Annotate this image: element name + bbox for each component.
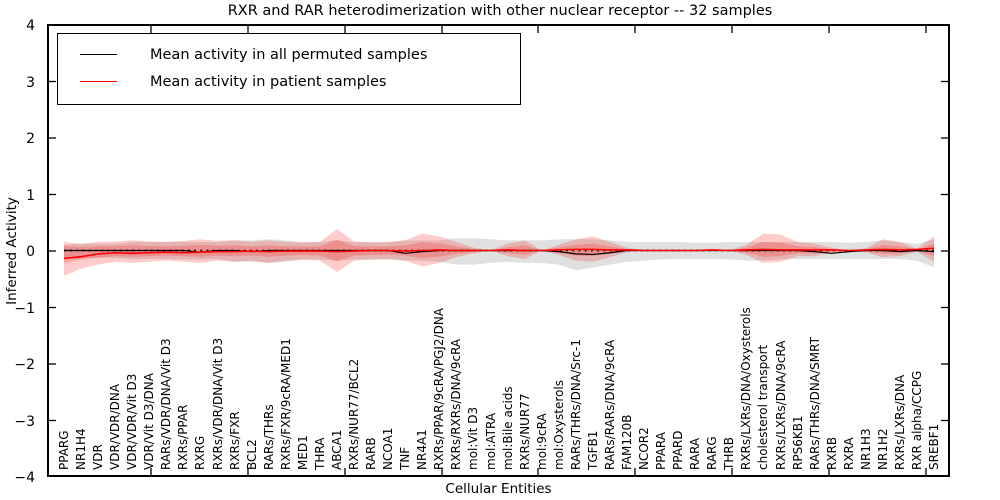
x-tick-label: NCOR2	[637, 427, 652, 470]
x-tick-label: cholesterol transport	[756, 344, 771, 470]
x-tick-label: BCL2	[244, 439, 259, 470]
x-tick-label: mol:9cRA	[534, 413, 549, 470]
x-tick-label: PPARD	[671, 430, 686, 471]
y-tick-label: −2	[14, 357, 35, 373]
x-tick-label: mol:Vit D3	[466, 406, 481, 470]
legend-entry-patient: Mean activity in patient samples	[58, 68, 520, 95]
x-tick-label: RXRs/FXR	[227, 411, 242, 470]
x-tick-label: PPARG	[57, 430, 71, 470]
x-tick-label: RARs/THRs/DNA/Src-1	[568, 339, 583, 470]
x-tick-label: NR1H2	[875, 428, 890, 470]
x-tick-label: FAM120B	[619, 414, 634, 471]
x-tick-label: mol:Bile acids	[500, 386, 515, 470]
x-tick-label: VDR/VDR/DNA	[108, 383, 123, 470]
chart-title: RXR and RAR heterodimerization with othe…	[227, 3, 773, 19]
y-tick-label: 1	[26, 187, 35, 204]
legend: Mean activity in all permuted samples Me…	[57, 33, 521, 105]
legend-label-patient: Mean activity in patient samples	[150, 73, 387, 90]
x-tick-label: THRA	[312, 437, 327, 470]
x-tick-label: TGFB1	[585, 430, 600, 470]
x-tick-label: RARB	[364, 437, 379, 470]
x-tick-label: RXRs/FXR/9cRA/MED1	[278, 338, 293, 470]
patient-line-swatch	[80, 80, 117, 83]
y-tick-label: −4	[14, 470, 35, 486]
x-tick-label: RARG	[705, 436, 720, 470]
x-tick-label: RARs/THRs	[261, 404, 276, 470]
y-axis-tick-labels: 4 3 2 1 0 −1 −2 −3 −4	[0, 18, 43, 486]
x-tick-label: NR1H4	[74, 428, 89, 470]
y-tick-label: 2	[26, 131, 35, 147]
x-tick-label: NCOA1	[381, 427, 396, 470]
x-tick-label: RARs/RARs/DNA/9cRA	[602, 339, 617, 470]
x-tick-label: RXRs/LXRs/DNA	[892, 374, 907, 470]
x-tick-label: TNF	[398, 446, 413, 470]
y-tick-label: 4	[26, 18, 35, 34]
legend-entry-permuted: Mean activity in all permuted samples	[58, 41, 520, 68]
x-tick-label: RXRs/VDR/DNA/Vit D3	[210, 337, 225, 470]
x-tick-label: VDR	[91, 444, 106, 470]
x-tick-label: ABCA1	[329, 429, 344, 470]
x-tick-label: VDR/Vit D3/DNA	[142, 373, 157, 470]
x-tick-label: RARs/VDR/DNA/Vit D3	[159, 338, 174, 470]
x-tick-label: RXRs/PPAR	[176, 404, 191, 470]
y-tick-label: −3	[14, 413, 35, 430]
plot-area: PPARG NR1H4 VDR VDR/VDR/DNA VDR/VDR/Vit D3 VD…	[47, 24, 950, 477]
x-tick-label: RXRG	[193, 435, 208, 470]
x-tick-label: RARA	[688, 437, 703, 470]
y-tick-label: 0	[26, 244, 35, 260]
x-tick-label: RXR alpha/CCPG	[910, 370, 924, 470]
x-tick-label: RXRs/LXRs/DNA/Oxysterols	[739, 307, 754, 470]
x-tick-label: RXRA	[841, 437, 856, 470]
x-tick-label: THRB	[722, 437, 737, 470]
x-tick-label: VDR/VDR/Vit D3	[125, 373, 140, 470]
legend-label-permuted: Mean activity in all permuted samples	[150, 46, 428, 63]
x-tick-label: RARs/THRs/DNA/SMRT	[807, 337, 822, 470]
x-tick-label: SREBF1	[927, 423, 942, 470]
x-tick-label: RPS6KB1	[790, 415, 805, 470]
y-tick-label: −1	[14, 300, 35, 317]
x-tick-label: NR1H3	[858, 428, 873, 470]
x-tick-label: RXRB	[824, 436, 839, 470]
x-tick-label: RXRs/NUR77	[517, 393, 532, 470]
x-tick-label: RXRs/PPAR/9cRA/PGJ2/DNA	[432, 308, 447, 470]
x-tick-label: NR4A1	[415, 429, 430, 470]
y-tick-label: 3	[26, 74, 35, 91]
x-tick-label: PPARA	[654, 432, 669, 470]
x-tick-label: mol:ATRA	[483, 412, 498, 470]
x-axis-label: Cellular Entities	[445, 481, 552, 497]
permuted-line-swatch	[80, 53, 117, 56]
x-tick-label: RXRs/LXRs/DNA/9cRA	[773, 340, 788, 471]
chart-canvas	[49, 26, 948, 475]
x-tick-label: MED1	[295, 435, 310, 470]
x-tick-label: mol:Oxysterols	[551, 380, 566, 470]
x-tick-label: RXRs/RXRs/DNA/9cRA	[449, 338, 464, 470]
x-tick-label: RXRs/NUR77/BCL2	[347, 358, 362, 470]
